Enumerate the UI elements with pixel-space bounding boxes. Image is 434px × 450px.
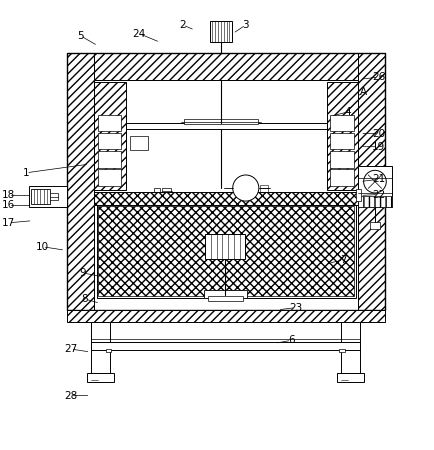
Bar [357, 166, 391, 207]
Bar [130, 136, 148, 150]
Bar [329, 169, 353, 186]
Bar [98, 114, 121, 131]
Text: 23: 23 [289, 303, 302, 313]
Text: 2: 2 [179, 20, 186, 30]
Circle shape [363, 171, 385, 193]
Text: 3: 3 [242, 20, 249, 30]
Text: 10: 10 [36, 242, 49, 252]
Bar [91, 322, 109, 373]
Bar [357, 196, 391, 207]
Text: 1: 1 [23, 168, 30, 178]
Bar [209, 21, 232, 42]
Bar [369, 221, 379, 230]
Bar [341, 322, 359, 373]
Text: 9: 9 [79, 268, 86, 278]
Bar [67, 53, 94, 310]
Bar [355, 189, 360, 201]
Bar [241, 184, 250, 193]
Text: A: A [359, 87, 366, 97]
Text: 18: 18 [2, 190, 15, 200]
Bar [205, 234, 245, 259]
Bar [329, 114, 353, 131]
Bar [91, 342, 359, 350]
Bar [96, 205, 355, 297]
Bar [153, 188, 159, 194]
Bar [29, 186, 67, 207]
Text: 16: 16 [2, 200, 15, 211]
Bar [259, 189, 267, 192]
Bar [207, 296, 242, 301]
Bar [357, 53, 384, 310]
Bar [98, 169, 121, 186]
Text: 19: 19 [371, 142, 384, 152]
Bar [67, 310, 384, 322]
Bar [336, 373, 363, 382]
Text: 8: 8 [81, 294, 88, 304]
Text: 22: 22 [371, 189, 384, 199]
Bar [329, 133, 353, 149]
Bar [98, 206, 353, 296]
Bar [106, 349, 111, 352]
Text: 27: 27 [64, 344, 77, 354]
Bar [329, 151, 353, 167]
Bar [94, 193, 357, 205]
Text: 20: 20 [371, 129, 384, 139]
Text: 26: 26 [371, 72, 384, 82]
Text: 4: 4 [344, 107, 351, 117]
Bar [94, 80, 357, 193]
Circle shape [232, 175, 258, 201]
Text: 5: 5 [77, 31, 84, 41]
Bar [125, 123, 326, 129]
Bar [184, 119, 257, 124]
Bar [50, 193, 58, 200]
Bar [87, 373, 114, 382]
Bar [161, 188, 171, 193]
Bar [67, 53, 384, 80]
Bar [94, 82, 125, 190]
Bar [98, 151, 121, 167]
Bar [203, 290, 247, 297]
Bar [326, 82, 357, 190]
Text: 17: 17 [2, 218, 15, 228]
Text: 28: 28 [64, 391, 77, 401]
Bar [67, 53, 384, 310]
Text: 6: 6 [287, 335, 294, 345]
Text: 7: 7 [339, 255, 346, 265]
Bar [339, 349, 344, 352]
Bar [259, 184, 267, 188]
Bar [31, 189, 49, 204]
Text: 21: 21 [371, 174, 384, 184]
Bar [98, 133, 121, 149]
Text: 24: 24 [132, 29, 145, 39]
